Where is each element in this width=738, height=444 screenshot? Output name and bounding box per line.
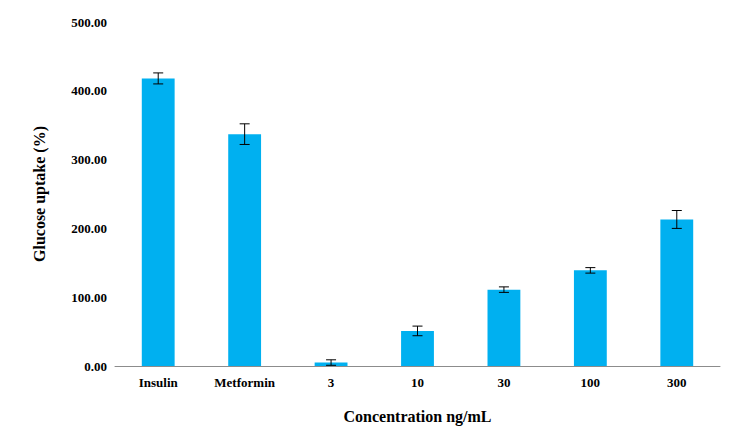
svg-text:Concentration ng/mL: Concentration ng/mL	[344, 408, 492, 426]
svg-text:Insulin: Insulin	[139, 375, 179, 390]
svg-text:500.00: 500.00	[71, 15, 107, 30]
svg-text:400.00: 400.00	[71, 83, 107, 98]
svg-text:30: 30	[497, 375, 510, 390]
svg-text:10: 10	[411, 375, 424, 390]
svg-text:300.00: 300.00	[71, 152, 107, 167]
svg-text:300: 300	[667, 375, 687, 390]
svg-text:0.00: 0.00	[84, 359, 107, 374]
svg-text:100.00: 100.00	[71, 290, 107, 305]
svg-text:Glucose uptake (%): Glucose uptake (%)	[31, 126, 49, 262]
svg-text:Metformin: Metformin	[214, 375, 275, 390]
svg-text:100: 100	[581, 375, 601, 390]
svg-text:200.00: 200.00	[71, 221, 107, 236]
svg-text:3: 3	[328, 375, 335, 390]
